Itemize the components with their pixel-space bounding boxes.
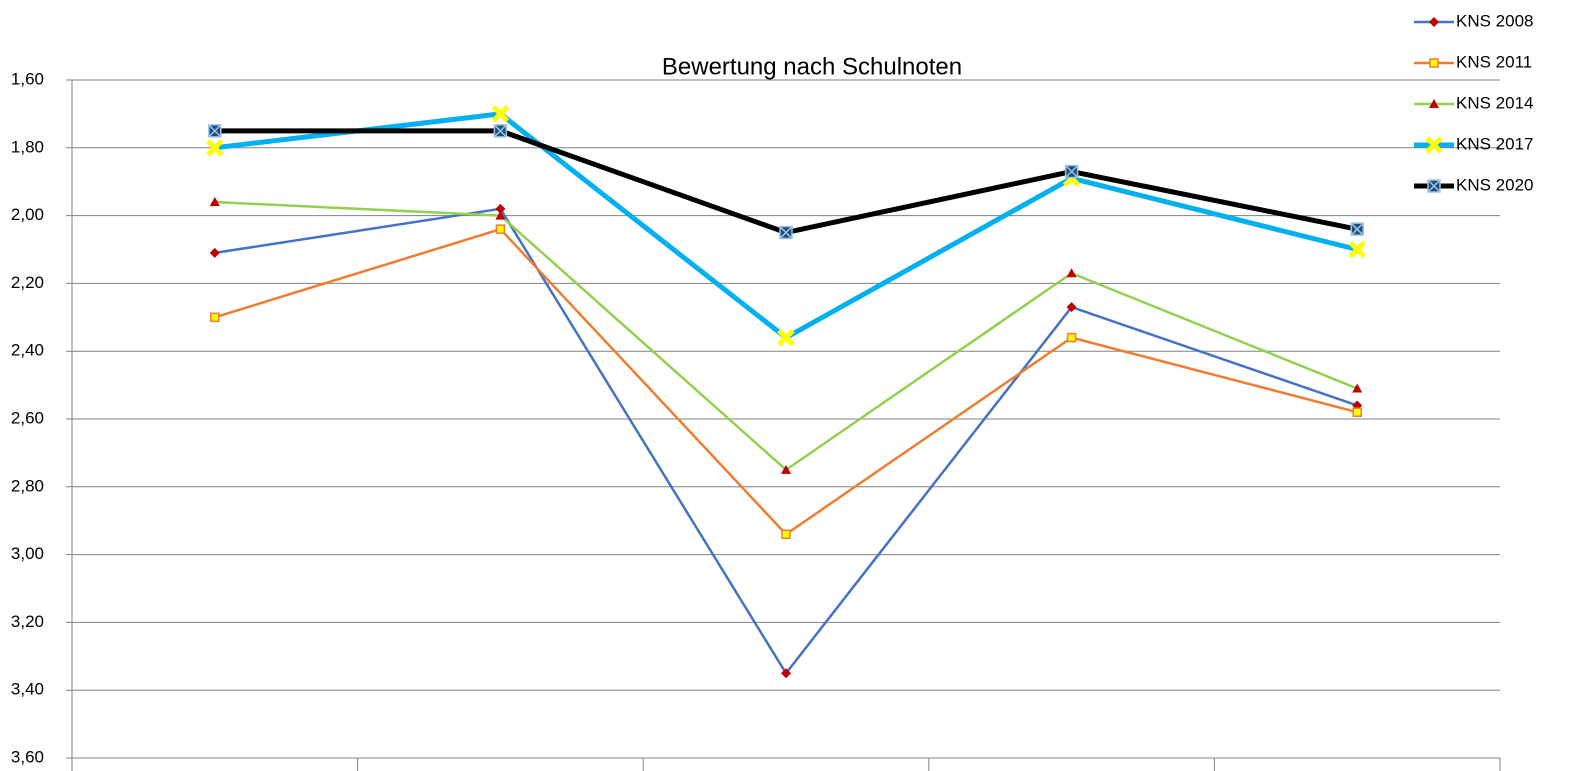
legend-marker (1429, 99, 1439, 108)
marker (777, 328, 795, 347)
marker (781, 668, 791, 679)
y-tick-label: 3,60 (11, 747, 44, 766)
marker (781, 464, 791, 474)
y-tick-label: 2,00 (11, 205, 44, 224)
legend-marker (1429, 58, 1439, 68)
line (214, 207, 1358, 676)
marker (779, 225, 793, 240)
chart-title: Bewertung nach Schulnoten (662, 53, 962, 80)
marker (495, 210, 506, 220)
legend-label: KNS 2014 (1456, 93, 1534, 112)
line (214, 128, 1358, 236)
y-tick-label: 3,00 (11, 544, 44, 563)
y-tick-label: 3,40 (11, 680, 44, 699)
marker (210, 312, 220, 323)
legend-label: KNS 2008 (1456, 11, 1534, 30)
legend-marker (1429, 17, 1439, 27)
legend-label: KNS 2017 (1456, 134, 1534, 153)
marker (493, 124, 508, 138)
y-tick-label: 2,40 (11, 341, 44, 360)
series (209, 203, 1363, 679)
marker (1352, 383, 1363, 393)
marker (781, 529, 791, 540)
marker (1066, 302, 1077, 313)
series (210, 224, 1362, 540)
marker (1348, 240, 1366, 259)
series (206, 105, 1366, 347)
marker (209, 197, 220, 207)
y-tick-label: 1,80 (11, 137, 44, 156)
marker (209, 247, 220, 258)
marker (491, 105, 510, 123)
marker (1350, 222, 1364, 236)
marker (208, 124, 222, 138)
marker (1064, 164, 1079, 179)
y-tick-label: 2,60 (11, 408, 44, 427)
marker (1066, 332, 1077, 343)
marker (495, 224, 506, 234)
legend-marker (1427, 179, 1441, 193)
line (214, 227, 1358, 536)
marker (495, 203, 506, 214)
y-tick-label: 2,20 (11, 273, 44, 292)
marker (206, 139, 224, 157)
legend-label: KNS 2020 (1456, 175, 1534, 194)
marker (1352, 407, 1362, 417)
y-tick-label: 3,20 (11, 612, 44, 631)
series (208, 124, 1364, 240)
legend-marker (1425, 136, 1443, 154)
y-tick-label: 1,60 (11, 69, 44, 88)
marker (1066, 268, 1077, 278)
series (209, 197, 1363, 474)
legend-label: KNS 2011 (1456, 52, 1532, 71)
y-tick-label: 2,80 (11, 476, 44, 495)
